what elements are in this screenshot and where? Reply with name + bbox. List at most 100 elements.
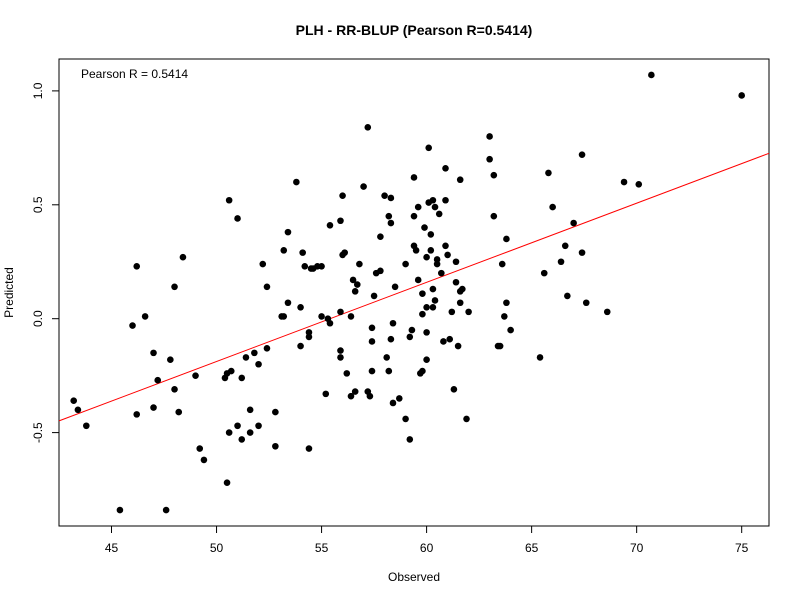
x-axis-label: Observed [388, 570, 440, 584]
data-point [272, 408, 279, 416]
data-point [498, 260, 506, 268]
data-point [171, 283, 178, 291]
data-point [402, 415, 409, 423]
data-point [225, 429, 233, 436]
x-tick-label: 45 [105, 541, 119, 555]
data-point [561, 242, 569, 250]
data-point [549, 203, 556, 211]
data-point [377, 233, 384, 240]
data-point [410, 212, 418, 220]
data-point [433, 256, 441, 263]
data-point [419, 367, 426, 375]
pearson-annotation: Pearson R = 0.5414 [81, 67, 188, 81]
data-point [227, 367, 235, 375]
x-tick-label: 55 [315, 541, 329, 555]
data-point [326, 221, 334, 229]
data-point [280, 247, 288, 254]
data-point [431, 203, 439, 211]
data-point [238, 436, 246, 443]
data-point [410, 174, 418, 181]
data-point [370, 292, 378, 300]
data-point [412, 247, 420, 254]
data-point [389, 399, 397, 407]
data-point [74, 406, 82, 414]
data-point [501, 313, 508, 320]
data-point [452, 278, 460, 286]
y-tick-label: 0.0 [31, 310, 45, 327]
data-point [414, 276, 422, 284]
data-point [421, 224, 428, 231]
data-point [347, 313, 355, 320]
data-point [450, 386, 458, 393]
data-point [507, 326, 514, 334]
data-point [200, 456, 208, 464]
data-point [438, 269, 445, 277]
data-point [351, 388, 359, 395]
data-point [442, 242, 449, 250]
data-point [383, 354, 390, 361]
data-point [406, 436, 414, 443]
data-point [425, 144, 433, 152]
data-point [171, 386, 178, 393]
y-tick-label: 1.0 [31, 82, 45, 99]
data-point [150, 404, 157, 411]
data-point [347, 392, 355, 400]
data-point [297, 304, 304, 311]
data-point [242, 354, 250, 361]
data-point [368, 338, 376, 345]
data-point [389, 319, 397, 327]
data-point [225, 196, 233, 204]
regression-line-group [58, 152, 770, 422]
data-point [353, 281, 361, 288]
data-point [326, 319, 334, 327]
data-point [360, 183, 367, 190]
y-tick-label: 0.5 [31, 196, 45, 213]
data-point [419, 290, 426, 297]
data-point [387, 194, 395, 202]
data-point [263, 283, 271, 291]
data-point [150, 349, 157, 357]
data-point [536, 354, 544, 361]
data-point [570, 219, 577, 227]
data-point [429, 304, 437, 311]
data-point [116, 506, 124, 514]
data-point [620, 178, 628, 186]
data-point [459, 285, 466, 293]
data-point [337, 347, 344, 354]
data-point [427, 231, 435, 238]
data-point [429, 196, 437, 204]
data-point [251, 349, 258, 357]
data-point [272, 442, 279, 450]
data-point [419, 310, 426, 318]
data-point [395, 395, 403, 402]
data-point [540, 269, 548, 277]
data-point [448, 308, 456, 316]
data-point [433, 260, 441, 268]
data-point [280, 313, 288, 320]
data-point [83, 422, 90, 430]
data-point [603, 308, 611, 316]
data-point [440, 338, 447, 345]
data-point [364, 124, 372, 131]
data-point [234, 422, 241, 430]
data-point [454, 342, 462, 350]
data-point [557, 258, 565, 266]
data-point [263, 345, 271, 352]
data-point [456, 299, 464, 307]
data-point [368, 324, 376, 332]
data-point [133, 411, 141, 418]
data-point [196, 445, 204, 452]
data-point [381, 192, 388, 199]
data-point [387, 335, 395, 343]
data-point [322, 390, 330, 398]
data-point [463, 415, 470, 423]
data-point [442, 165, 449, 172]
data-point [129, 322, 136, 329]
data-point [356, 260, 363, 268]
data-point [299, 249, 306, 256]
data-point [133, 263, 141, 270]
plot-area-frame [58, 58, 770, 527]
data-point [305, 445, 313, 452]
data-point [223, 479, 231, 487]
y-axis-label: Predicted [2, 267, 16, 318]
